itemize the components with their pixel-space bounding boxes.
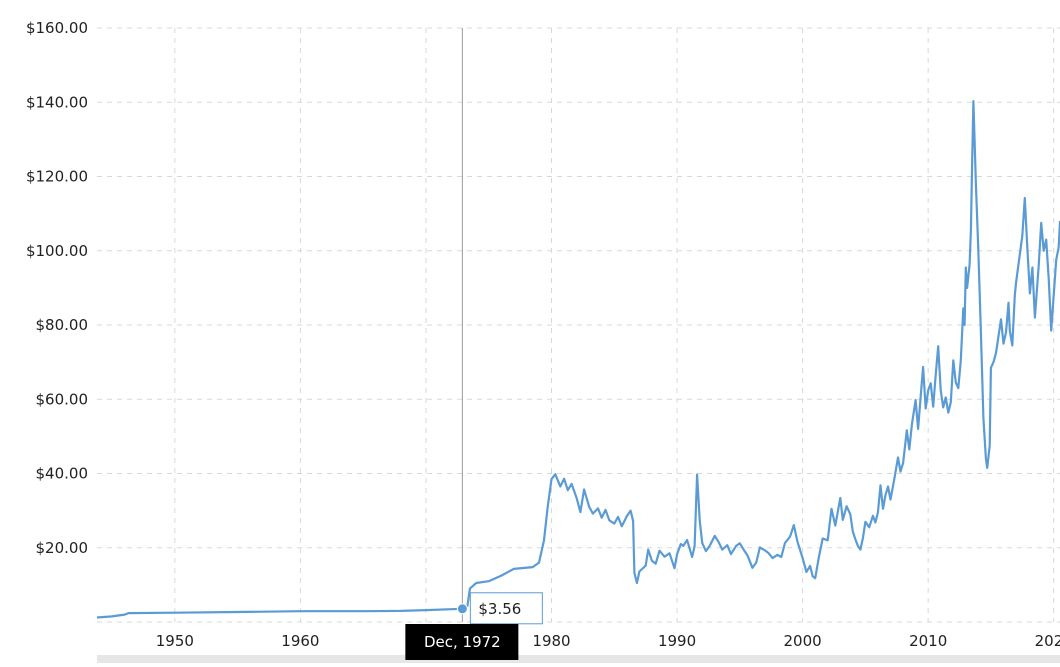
- y-tick-label: $20.00: [36, 539, 89, 557]
- date-tooltip-label: Dec, 1972: [424, 633, 501, 651]
- value-tooltip-label: $3.56: [478, 600, 521, 618]
- y-tick-label: $60.00: [36, 390, 89, 408]
- hover-layer: $3.56 Dec, 1972: [405, 592, 543, 660]
- hover-point[interactable]: [456, 603, 468, 615]
- x-tick-label: 1950: [156, 632, 194, 650]
- date-tooltip: [405, 624, 519, 660]
- grid-lines: [97, 27, 1060, 622]
- y-tick-label: $160.00: [26, 19, 88, 37]
- y-tick-label: $80.00: [36, 316, 89, 334]
- x-tick-label: 2010: [909, 632, 947, 650]
- x-tick-label: 2020: [1035, 632, 1060, 650]
- x-tick-label: 1990: [658, 632, 696, 650]
- y-tick-label: $100.00: [26, 242, 88, 260]
- price-series-line[interactable]: [96, 100, 1060, 619]
- x-tick-label: 2000: [784, 632, 822, 650]
- navigator-band: [97, 655, 1060, 663]
- axes: $20.00 $40.00 $60.00 $80.00 $100.00 $120.00 $1…: [26, 19, 1060, 650]
- value-tooltip: [469, 592, 543, 625]
- y-tick-label: $120.00: [26, 168, 88, 186]
- y-tick-label: $140.00: [26, 93, 88, 111]
- x-tick-label: 1980: [532, 632, 570, 650]
- series-layer: [96, 28, 1060, 622]
- x-tick-label: 1960: [281, 632, 319, 650]
- y-tick-label: $40.00: [36, 465, 89, 483]
